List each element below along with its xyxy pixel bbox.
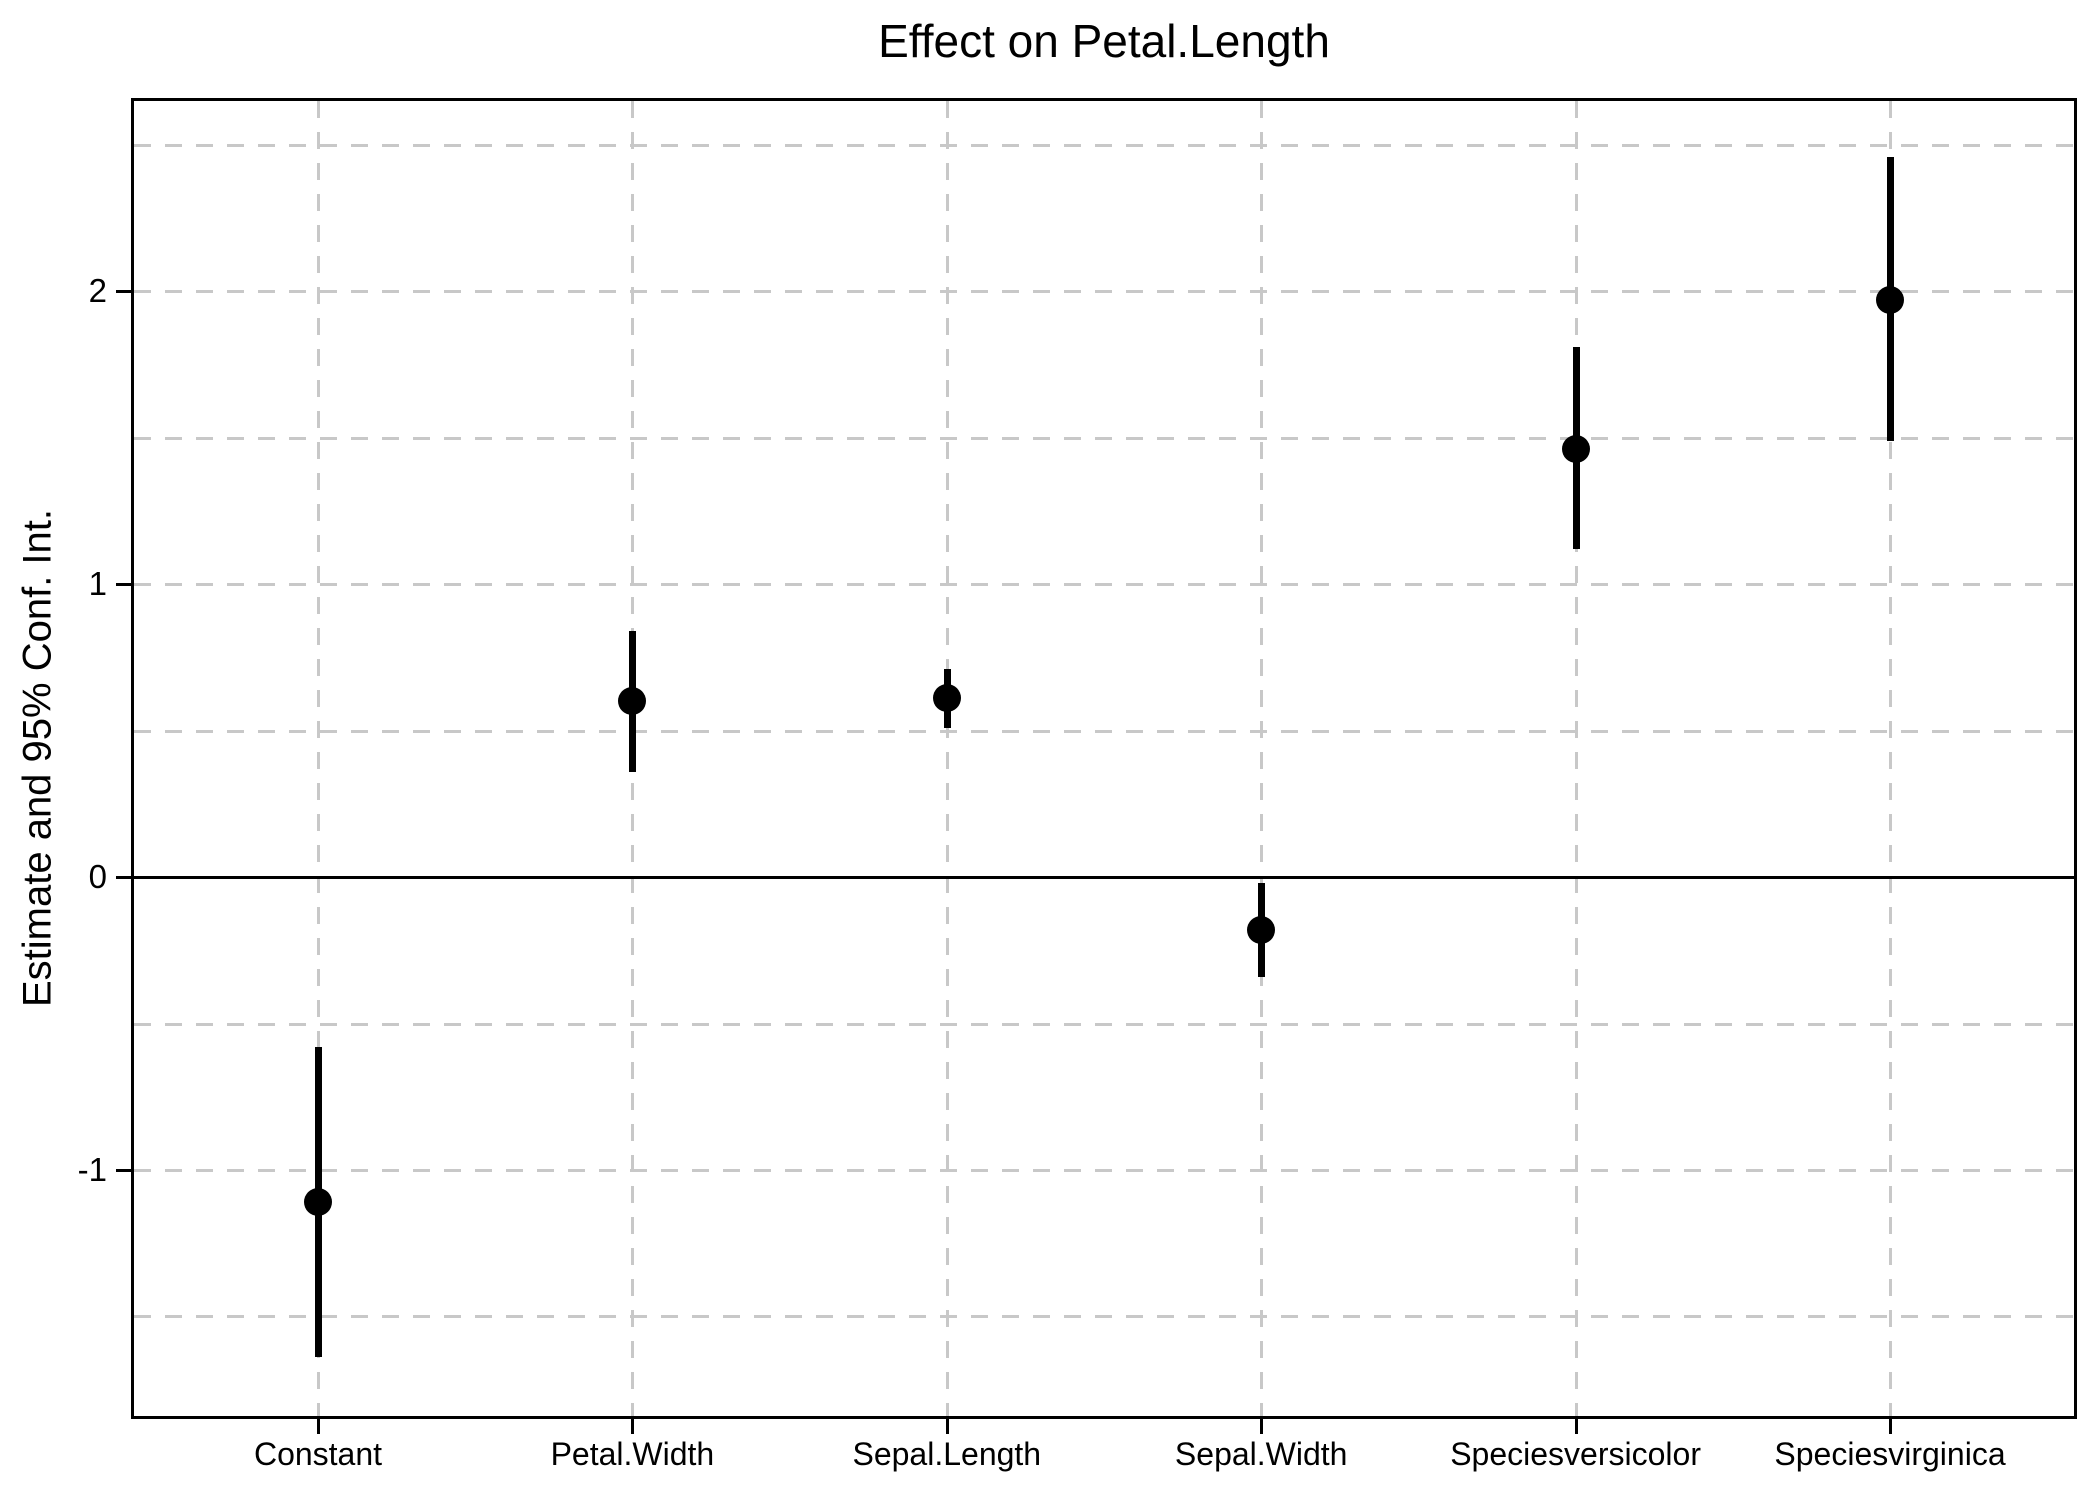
plot-panel: [131, 98, 2077, 1419]
vertical-gridline: [945, 101, 949, 1416]
x-axis-tick: [1260, 1419, 1264, 1434]
x-tick-label: Constant: [253, 1436, 383, 1472]
x-axis-tick: [631, 1419, 635, 1434]
x-tick-label: Speciesvirginica: [1774, 1436, 2006, 1472]
estimate-dot: [1561, 435, 1590, 464]
y-tick-label: 0: [88, 858, 107, 896]
y-axis-tick: [116, 583, 131, 587]
x-axis-tick: [945, 1419, 949, 1434]
x-tick-label: Petal.Width: [550, 1436, 715, 1472]
y-tick-label: 2: [88, 272, 107, 310]
zero-reference-line: [134, 876, 2074, 880]
x-tick-label: Sepal.Length: [852, 1436, 1042, 1472]
y-tick-label: -1: [77, 1151, 107, 1189]
y-tick-label: 1: [88, 565, 107, 603]
estimate-dot: [1876, 286, 1904, 315]
x-axis-tick: [1574, 1419, 1578, 1434]
vertical-gridline: [1574, 101, 1578, 1416]
horizontal-gridline: [134, 1169, 2074, 1173]
horizontal-gridline: [134, 436, 2074, 440]
vertical-gridline: [1260, 101, 1264, 1416]
y-axis-tick: [116, 290, 131, 294]
estimate-dot: [304, 1188, 332, 1217]
horizontal-gridline: [134, 143, 2074, 147]
vertical-gridline: [1889, 101, 1892, 1416]
x-tick-label: Sepal.Width: [1174, 1436, 1348, 1472]
horizontal-gridline: [134, 729, 2074, 733]
estimate-dot: [932, 684, 961, 713]
estimate-dot: [618, 687, 647, 716]
chart-title: Effect on Petal.Length: [878, 15, 1330, 67]
estimate-dot: [1247, 915, 1276, 944]
x-tick-label: Speciesversicolor: [1450, 1436, 1701, 1472]
horizontal-gridline: [134, 1022, 2074, 1026]
horizontal-gridline: [134, 1315, 2074, 1319]
y-axis-tick: [116, 1169, 131, 1173]
x-axis-tick: [1889, 1419, 1892, 1434]
y-axis-tick: [116, 876, 131, 880]
vertical-gridline: [317, 101, 320, 1416]
horizontal-gridline: [134, 583, 2074, 587]
horizontal-gridline: [134, 290, 2074, 294]
x-axis-tick: [317, 1419, 320, 1434]
